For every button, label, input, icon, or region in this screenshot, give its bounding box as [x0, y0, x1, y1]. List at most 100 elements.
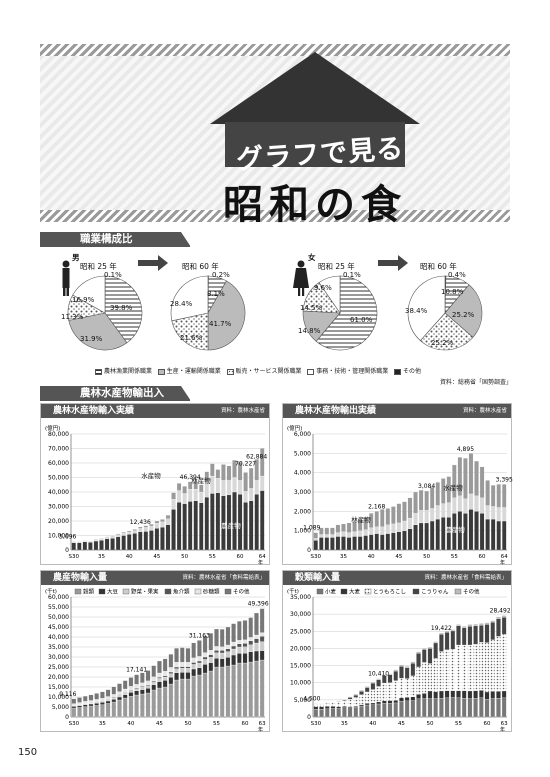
bar-segment: [433, 642, 438, 659]
bar-segment: [410, 661, 416, 664]
year-label: 昭和 60 年: [182, 262, 219, 271]
y-tick-label: 40,000: [48, 634, 69, 641]
bar-segment: [313, 538, 319, 541]
bar-segment: [259, 448, 265, 477]
bar-segment: [485, 505, 490, 520]
bar-segment: [380, 526, 385, 535]
data-callout: 4,895: [457, 446, 474, 453]
bar-segment: [162, 675, 168, 678]
bar-segment: [134, 674, 139, 685]
y-tick-label: 10,000: [48, 694, 69, 701]
bar-segment: [484, 691, 490, 700]
bar-segment: [376, 679, 381, 687]
bar-segment: [364, 703, 370, 706]
bar-segment: [313, 706, 319, 710]
bar-segment: [473, 644, 478, 691]
bar-segment: [313, 540, 319, 551]
bar-segment: [71, 707, 77, 718]
chart-panel-grain-import-volume: 穀類輸入量 資料：農林水産省「食料需給表」 0 5,000 10,000 15,000 2…: [282, 570, 512, 733]
x-tick-label: 45: [153, 554, 160, 560]
bar-segment: [202, 652, 208, 658]
bar-segment: [324, 708, 330, 718]
bar-segment: [393, 702, 399, 718]
bar-segment: [433, 641, 438, 644]
x-tick-label: 45: [156, 721, 163, 727]
pie-value-label: 16.9%: [72, 296, 95, 304]
bar-segment: [416, 651, 421, 654]
data-callout: 5,696: [59, 534, 76, 541]
bar-segment: [132, 530, 137, 534]
bar-segment: [474, 511, 479, 551]
legend-label: とうもろこし: [373, 589, 406, 596]
bar-segment: [461, 644, 467, 691]
bar-segment: [336, 706, 341, 709]
bar-segment: [157, 687, 162, 718]
bar-segment: [242, 662, 248, 718]
bar-segment: [254, 480, 259, 495]
bar-segment: [191, 657, 196, 663]
bar-segment: [376, 678, 381, 680]
y-tick-label: 20,000: [48, 518, 69, 525]
bar-segment: [501, 520, 507, 551]
female-figure-icon: [293, 260, 309, 296]
bar-segment: [467, 690, 473, 699]
bar-segment: [450, 630, 456, 650]
legend-item: 生産・運輸関係職業: [157, 368, 221, 375]
bar-segment: [254, 634, 259, 639]
legend-swatch: [224, 588, 232, 595]
bar-segment: [352, 531, 357, 537]
bar-segment: [353, 706, 359, 708]
bar-segment: [231, 645, 236, 650]
bar-segment: [336, 701, 341, 707]
bar-segment: [115, 533, 121, 535]
x-tick-label: 35: [98, 554, 105, 560]
bar-segment: [105, 700, 111, 704]
bar-segment: [214, 628, 219, 647]
bar-segment: [126, 532, 132, 535]
bar-segment: [463, 458, 468, 499]
y-tick-label: 15,000: [48, 684, 69, 691]
bar-segment: [254, 494, 259, 551]
male-label: 男: [72, 253, 80, 262]
bar-segment: [88, 705, 94, 718]
bar-segment: [71, 706, 77, 709]
bar-segment: [427, 690, 433, 699]
bar-segment: [399, 701, 404, 718]
bar-segment: [219, 629, 225, 647]
y-tick-label: 0: [307, 547, 311, 554]
bar-segment: [374, 511, 379, 527]
y-tick-label: 60,000: [48, 460, 69, 467]
bar-segment: [418, 510, 424, 524]
bar-segment: [138, 531, 143, 551]
x-tick-label: 45: [398, 721, 405, 727]
bar-segment: [160, 519, 165, 522]
bar-segment: [468, 453, 474, 495]
bar-segment: [461, 698, 467, 718]
bar-segment: [100, 701, 105, 703]
bar-segment: [501, 634, 507, 692]
x-tick-label: 50: [426, 721, 433, 727]
bar-segment: [93, 540, 99, 551]
legend-swatch: [340, 588, 348, 595]
x-tick-label: 50: [184, 721, 191, 727]
bar-segment: [359, 694, 364, 705]
pie-slice: [315, 275, 378, 351]
bar-segment: [346, 532, 352, 538]
pie-value-label: 41.7%: [209, 320, 232, 328]
bar-segment: [484, 699, 490, 718]
bar-segment: [179, 678, 185, 718]
bar-segment: [121, 532, 126, 534]
bar-segment: [128, 690, 134, 693]
bar-segment: [214, 650, 219, 653]
bar-segment: [364, 686, 370, 688]
legend-label: 大豆: [107, 588, 119, 596]
bar-segment: [335, 524, 341, 533]
bar-segment: [143, 527, 149, 532]
bar-segment: [357, 536, 363, 551]
bar-segment: [254, 650, 259, 662]
bar-segment: [324, 537, 330, 551]
bar-segment: [145, 680, 151, 685]
bar-segment: [199, 484, 204, 493]
bar-segment: [490, 485, 496, 507]
bar-segment: [154, 523, 160, 529]
